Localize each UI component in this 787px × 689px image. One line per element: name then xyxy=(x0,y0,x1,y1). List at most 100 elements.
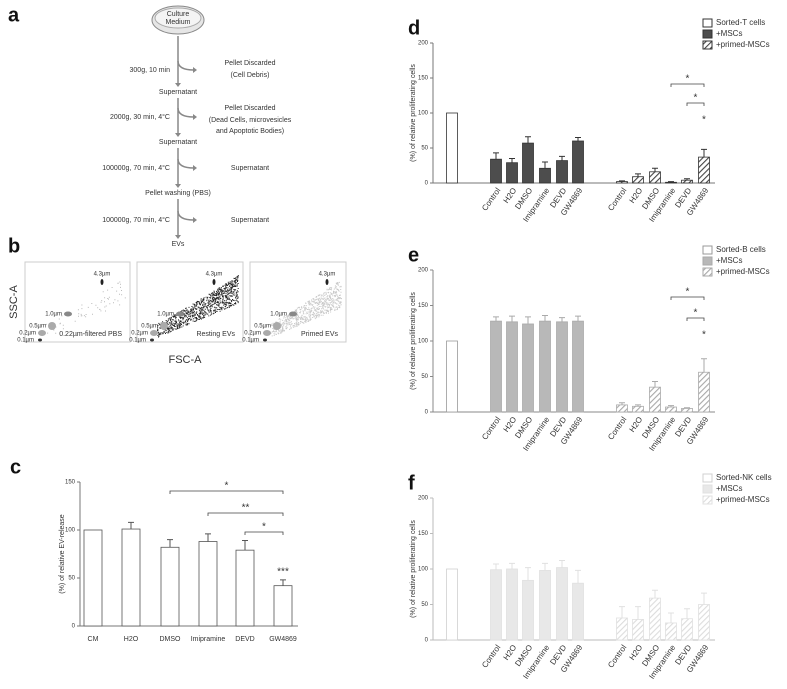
y-tick-label: 0 xyxy=(425,410,429,416)
significance-bracket xyxy=(169,490,284,494)
legend-swatch xyxy=(702,40,713,50)
bar xyxy=(649,171,661,184)
y-tick-label: 200 xyxy=(418,496,429,502)
bead-label: 1.0µm xyxy=(157,312,174,318)
y-tick-label: 200 xyxy=(418,41,429,47)
panel-letter: e xyxy=(408,244,419,266)
bead-population xyxy=(38,338,42,342)
bar xyxy=(556,567,568,641)
error-bar xyxy=(559,155,565,161)
bar xyxy=(665,622,677,641)
bead-population xyxy=(263,330,271,336)
error-bar xyxy=(575,315,581,322)
bar xyxy=(681,618,693,641)
error-bar xyxy=(684,178,690,181)
bead-population xyxy=(48,322,56,330)
event-cloud xyxy=(157,275,239,338)
significance-label: * xyxy=(686,74,690,85)
discard-label: (Cell Debris) xyxy=(231,72,270,79)
legend-swatch xyxy=(702,245,713,255)
error-bar xyxy=(701,592,707,605)
legend-swatch xyxy=(702,18,713,28)
bead-population xyxy=(38,330,46,336)
bar xyxy=(539,167,551,184)
legend-label: Sorted-T cells xyxy=(716,18,765,27)
spin-condition: 100000g, 70 min, 4°C xyxy=(102,216,170,224)
legend-swatch xyxy=(702,29,713,39)
legend-label: Sorted-NK cells xyxy=(716,473,772,482)
y-axis-title: (%) of relative EV-release xyxy=(59,514,66,593)
y-axis-title: (%) of relative proliferating cells xyxy=(410,292,417,390)
error-bar xyxy=(509,562,515,569)
bead-label: 1.0µm xyxy=(45,312,62,318)
bead-label: 4.3µm xyxy=(319,272,336,278)
start-label: Culture xyxy=(167,11,190,18)
bar xyxy=(490,320,502,413)
arrow-head xyxy=(193,217,197,223)
discard-label: (Dead Cells, microvesicles xyxy=(209,117,292,124)
arrow-head xyxy=(175,83,181,87)
legend-label: +primed-MSCs xyxy=(716,267,770,276)
spin-condition: 100000g, 70 min, 4°C xyxy=(102,164,170,172)
legend-swatch xyxy=(702,473,713,483)
bar xyxy=(446,340,458,413)
error-bar xyxy=(542,562,548,571)
significance-label: ** xyxy=(242,503,250,514)
error-bar xyxy=(684,608,690,619)
bar xyxy=(665,181,677,184)
bead-label: 0.1µm xyxy=(242,338,259,344)
branch-arrow xyxy=(177,210,195,221)
error-bar xyxy=(619,180,625,182)
bead-label: 0.5µm xyxy=(141,324,158,330)
legend-swatch xyxy=(702,256,713,266)
error-bar xyxy=(559,317,565,322)
legend-swatch xyxy=(702,484,713,494)
arrow-head xyxy=(193,114,197,120)
arrow-head xyxy=(193,67,197,73)
bead-label: 0.2µm xyxy=(19,331,36,337)
panel-letter: d xyxy=(408,17,420,39)
error-bar xyxy=(559,559,565,568)
bar xyxy=(273,585,293,627)
bar xyxy=(572,582,584,641)
error-bar xyxy=(525,316,531,324)
bead-population xyxy=(64,311,72,317)
y-tick-label: 100 xyxy=(65,528,76,534)
x-tick-label: DMSO xyxy=(160,636,182,643)
bead-population xyxy=(160,322,168,330)
error-bar xyxy=(280,579,286,586)
significance-label: *** xyxy=(277,567,289,578)
y-axis-title: (%) of relative proliferating cells xyxy=(410,64,417,162)
bead-label: 0.1µm xyxy=(17,338,34,344)
bar xyxy=(160,546,180,627)
error-bar xyxy=(542,314,548,322)
error-bar xyxy=(619,606,625,618)
error-bar xyxy=(701,148,707,158)
error-bar xyxy=(635,606,641,620)
bar xyxy=(121,528,141,627)
plot-frame xyxy=(24,261,131,343)
x-tick-label: Imipramine xyxy=(191,636,226,643)
error-bar xyxy=(167,539,173,548)
legend-label: Sorted-B cells xyxy=(716,245,766,254)
keep-label: Pellet washing (PBS) xyxy=(145,190,211,197)
error-bar xyxy=(668,405,674,408)
error-bar xyxy=(493,152,499,160)
plot-frame xyxy=(136,261,244,343)
x-tick-label: GW4869 xyxy=(269,636,297,643)
bar xyxy=(681,179,693,184)
keep-label: EVs xyxy=(172,241,185,248)
branch-arrow xyxy=(177,60,195,71)
bead-label: 0.2µm xyxy=(131,331,148,337)
y-tick-label: 50 xyxy=(421,602,428,608)
legend-label: +MSCs xyxy=(716,29,742,38)
significance-label: * xyxy=(702,115,706,126)
significance-label: * xyxy=(694,308,698,319)
bar xyxy=(198,541,218,627)
y-tick-label: 0 xyxy=(72,624,76,630)
bar xyxy=(632,405,644,413)
bar xyxy=(681,408,693,413)
bead-label: 4.3µm xyxy=(206,272,223,278)
bar xyxy=(572,140,584,184)
